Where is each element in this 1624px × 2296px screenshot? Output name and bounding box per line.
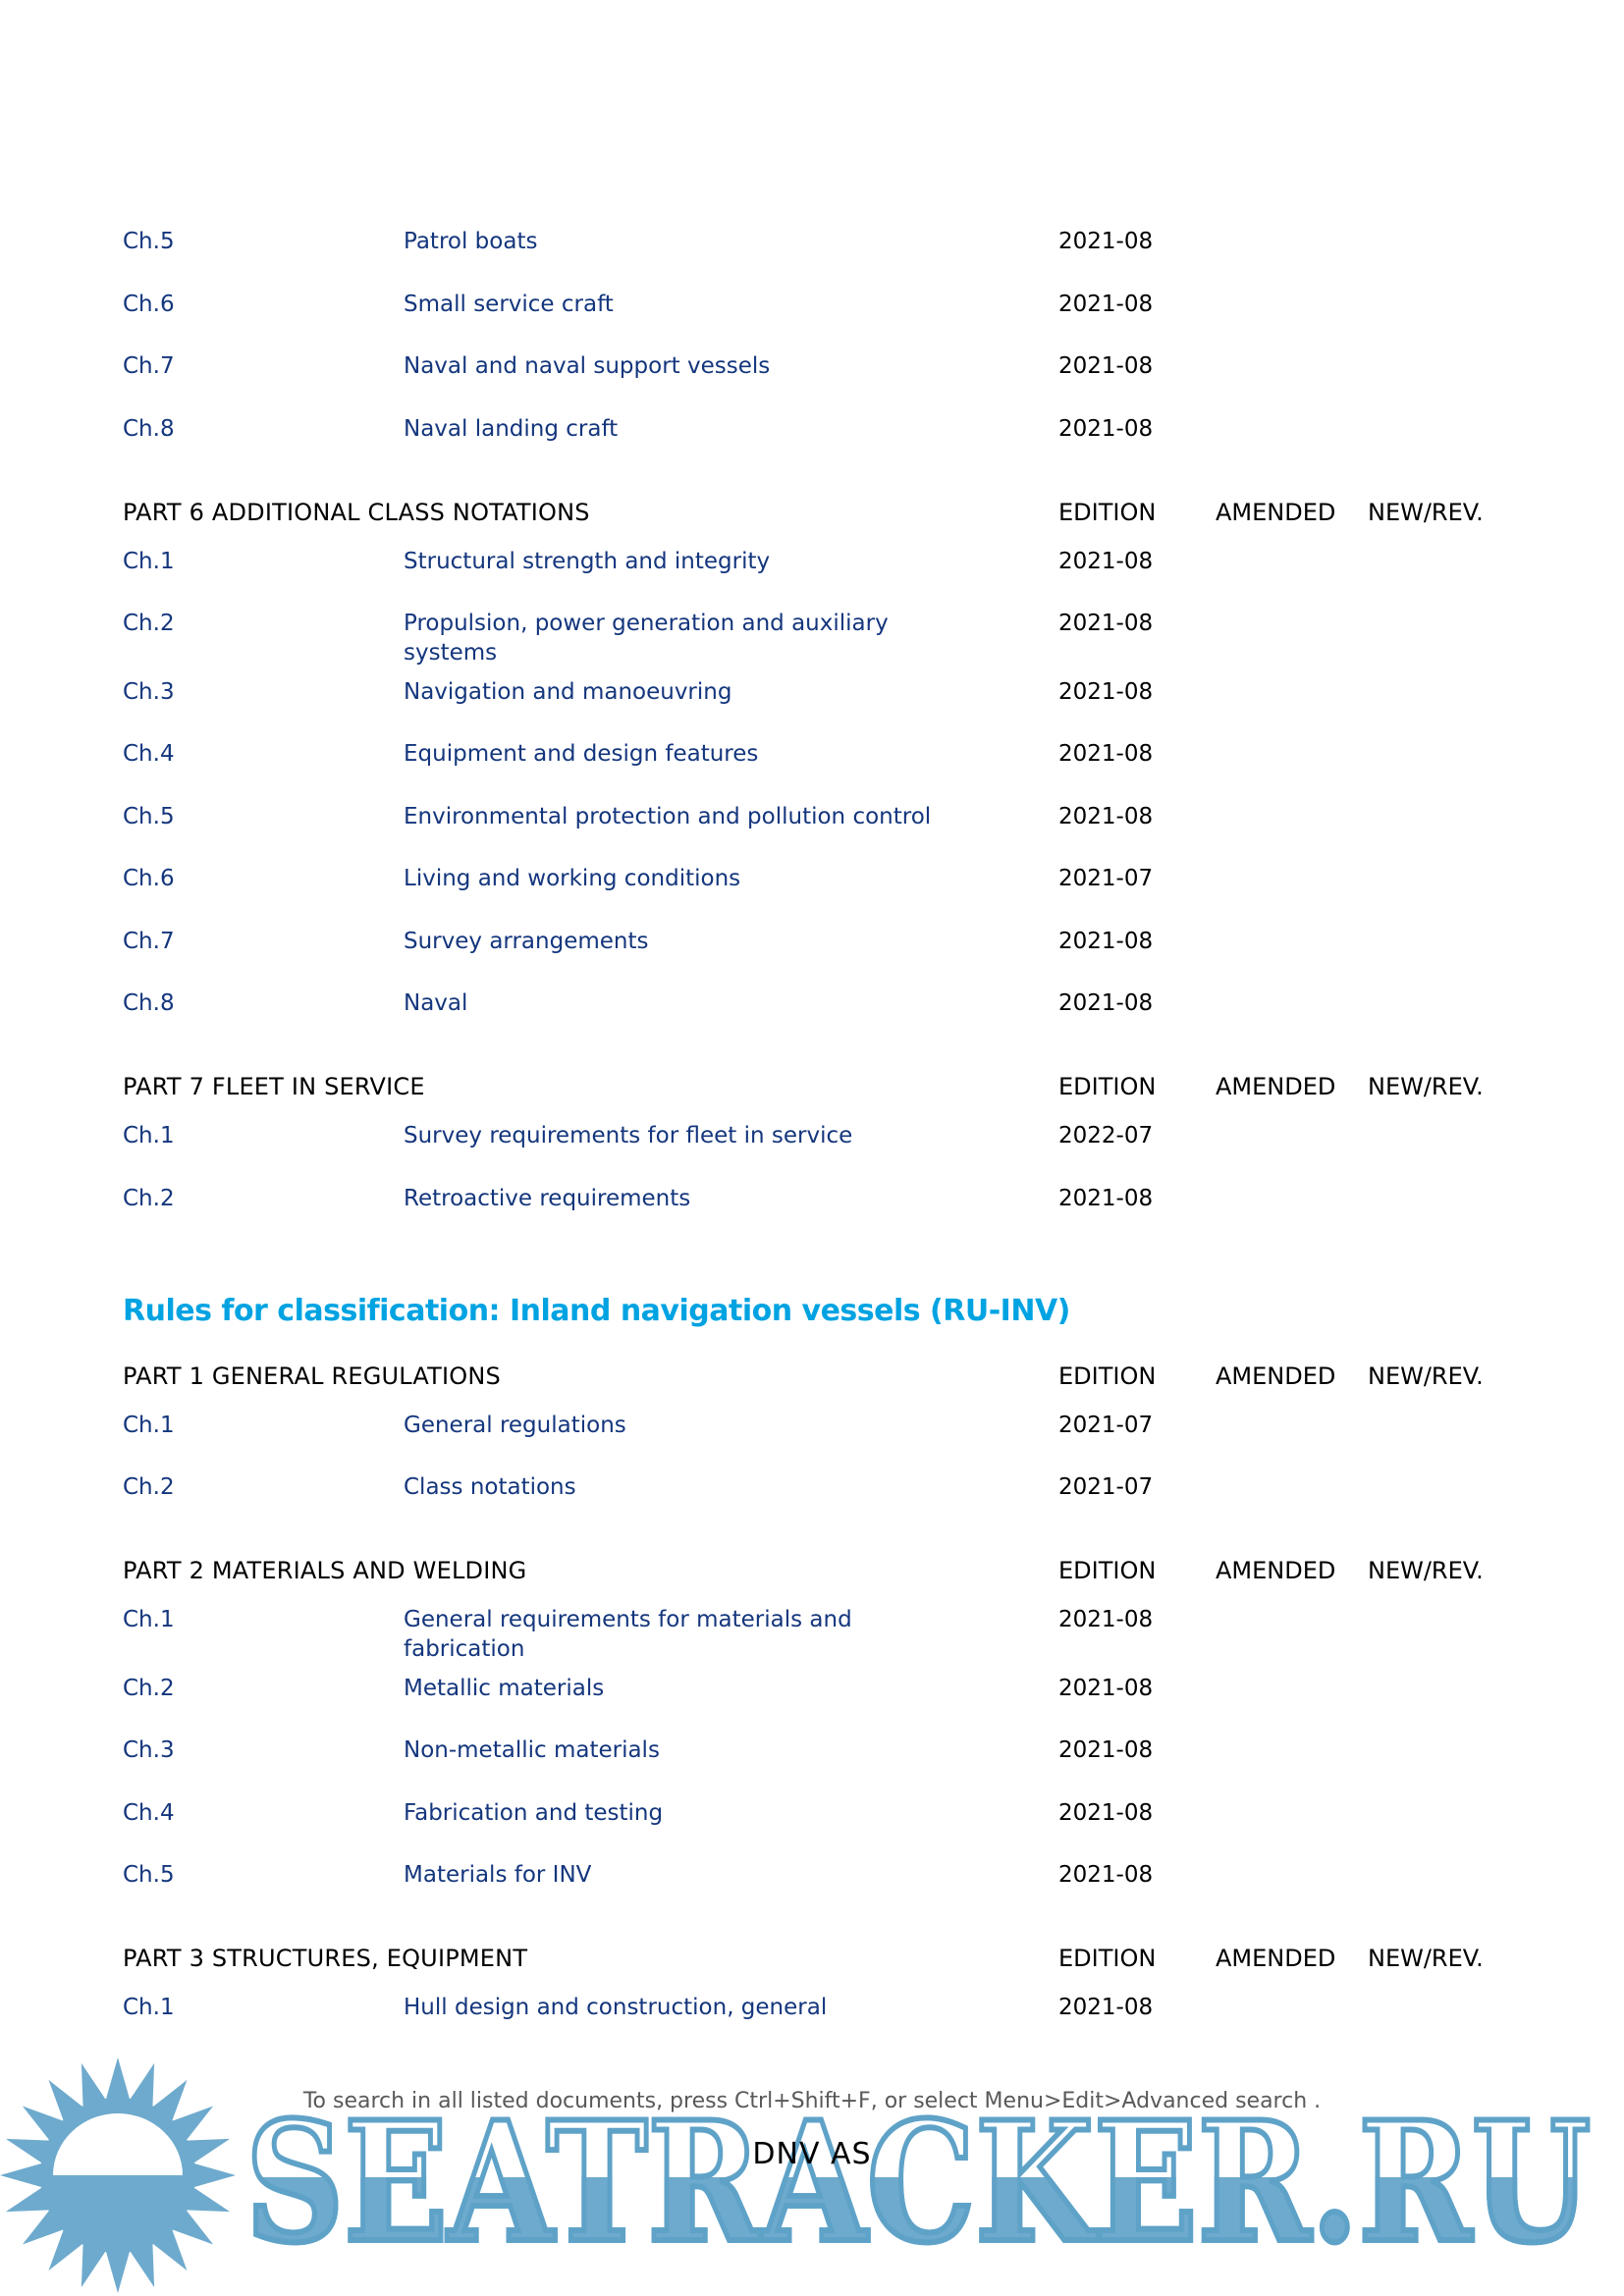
edition-value: 2021-07	[1058, 1474, 1154, 1500]
edition-value: 2021-08	[1058, 803, 1154, 829]
edition-value: 2021-08	[1058, 611, 1154, 636]
watermark-text-outline: SEATRACKER.RU	[245, 2091, 1591, 2279]
edition-value: 2021-08	[1058, 678, 1154, 705]
chapter-number-link[interactable]: Ch.1	[123, 1123, 175, 1148]
chapter-title-link[interactable]: Small service craft	[404, 291, 614, 317]
column-header-amended: AMENDED	[1216, 1945, 1336, 1972]
edition-value: 2021-08	[1058, 741, 1154, 767]
edition-value: 2021-08	[1058, 1607, 1154, 1632]
chapter-title-link[interactable]: Environmental protection and pollution c…	[404, 803, 932, 829]
edition-value: 2021-08	[1058, 1995, 1154, 2020]
chapter-title-link[interactable]: Survey arrangements	[404, 928, 649, 954]
column-header-amended: AMENDED	[1216, 1362, 1336, 1390]
edition-value: 2021-08	[1058, 1675, 1154, 1701]
chapter-title-link[interactable]: Naval	[404, 990, 468, 1016]
chapter-title-link[interactable]: Navigation and manoeuvring	[404, 678, 732, 705]
edition-value: 2021-08	[1058, 1737, 1154, 1763]
chapter-number-link[interactable]: Ch.1	[123, 548, 175, 574]
chapter-title-link[interactable]: Naval and naval support vessels	[404, 353, 771, 379]
chapter-number-link[interactable]: Ch.2	[123, 611, 175, 636]
edition-value: 2021-08	[1058, 353, 1154, 379]
column-header-edition: EDITION	[1058, 1073, 1157, 1100]
chapter-number-link[interactable]: Ch.2	[123, 1185, 175, 1211]
part-title: PART 1 GENERAL REGULATIONS	[123, 1362, 501, 1390]
chapter-number-link[interactable]: Ch.4	[123, 741, 175, 767]
column-header-newrev: NEW/REV.	[1368, 1073, 1484, 1100]
chapter-title-link[interactable]: Retroactive requirements	[404, 1185, 691, 1211]
column-header-edition: EDITION	[1058, 1557, 1157, 1584]
chapter-number-link[interactable]: Ch.4	[123, 1799, 175, 1826]
chapter-number-link[interactable]: Ch.5	[123, 803, 175, 829]
chapter-number-link[interactable]: Ch.7	[123, 928, 175, 954]
column-header-newrev: NEW/REV.	[1368, 1557, 1484, 1584]
edition-value: 2021-08	[1058, 990, 1154, 1016]
chapter-title-link[interactable]: Fabrication and testing	[404, 1799, 664, 1826]
watermark-text-fill: SEATRACKER.RU	[245, 2091, 1591, 2279]
column-header-amended: AMENDED	[1216, 498, 1336, 526]
chapter-title-link[interactable]: Structural strength and integrity	[404, 548, 771, 574]
chapter-title-link[interactable]: General regulations	[404, 1412, 626, 1438]
part-title: PART 7 FLEET IN SERVICE	[123, 1073, 425, 1100]
chapter-title-link[interactable]: Hull design and construction, general	[404, 1995, 828, 2020]
edition-value: 2021-08	[1058, 229, 1154, 254]
chapter-title-link[interactable]: Naval landing craft	[404, 415, 619, 442]
chapter-number-link[interactable]: Ch.3	[123, 678, 175, 705]
rules-classification-heading: Rules for classification: Inland navigat…	[123, 1293, 1070, 1328]
chapter-number-link[interactable]: Ch.2	[123, 1675, 175, 1701]
column-header-newrev: NEW/REV.	[1368, 1362, 1484, 1390]
chapter-number-link[interactable]: Ch.1	[123, 1412, 175, 1438]
column-header-edition: EDITION	[1058, 1945, 1157, 1972]
company-name: DNV AS	[752, 2137, 872, 2171]
chapter-title-link[interactable]: General requirements for materials and f…	[404, 1607, 852, 1662]
chapter-title-link[interactable]: Non-metallic materials	[404, 1737, 660, 1763]
edition-value: 2021-07	[1058, 866, 1154, 891]
edition-value: 2021-08	[1058, 1185, 1154, 1211]
edition-value: 2021-07	[1058, 1412, 1154, 1438]
chapter-title-link[interactable]: Class notations	[404, 1474, 576, 1500]
part-title: PART 3 STRUCTURES, EQUIPMENT	[123, 1945, 528, 1972]
chapter-number-link[interactable]: Ch.1	[123, 1995, 175, 2020]
column-header-edition: EDITION	[1058, 498, 1157, 526]
edition-value: 2021-08	[1058, 1862, 1154, 1888]
sun-logo	[0, 2057, 236, 2293]
column-header-amended: AMENDED	[1216, 1557, 1336, 1584]
edition-value: 2021-08	[1058, 928, 1154, 954]
chapter-number-link[interactable]: Ch.3	[123, 1737, 175, 1763]
chapter-number-link[interactable]: Ch.6	[123, 291, 175, 317]
chapter-number-link[interactable]: Ch.6	[123, 866, 175, 891]
chapter-title-link[interactable]: Metallic materials	[404, 1675, 605, 1701]
search-hint-text: To search in all listed documents, press…	[302, 2089, 1322, 2113]
part-title: PART 2 MATERIALS AND WELDING	[123, 1557, 527, 1584]
edition-value: 2021-08	[1058, 1799, 1154, 1826]
part-title: PART 6 ADDITIONAL CLASS NOTATIONS	[123, 498, 590, 526]
column-header-amended: AMENDED	[1216, 1073, 1336, 1100]
chapter-title-link[interactable]: Patrol boats	[404, 229, 538, 254]
column-header-newrev: NEW/REV.	[1368, 498, 1484, 526]
edition-value: 2022-07	[1058, 1123, 1154, 1148]
chapter-number-link[interactable]: Ch.7	[123, 353, 175, 379]
edition-value: 2021-08	[1058, 548, 1154, 574]
watermark: SEATRACKER.RU SEATRACKER.RU	[243, 2091, 1594, 2282]
chapter-number-link[interactable]: Ch.5	[123, 1862, 175, 1888]
column-header-newrev: NEW/REV.	[1368, 1945, 1484, 1972]
chapter-title-link[interactable]: Propulsion, power generation and auxilia…	[404, 611, 889, 666]
column-header-edition: EDITION	[1058, 1362, 1157, 1390]
chapter-number-link[interactable]: Ch.1	[123, 1607, 175, 1632]
chapter-title-link[interactable]: Equipment and design features	[404, 741, 759, 767]
chapter-title-link[interactable]: Survey requirements for fleet in service	[404, 1123, 853, 1148]
sun-dome	[53, 2113, 183, 2175]
chapter-title-link[interactable]: Living and working conditions	[404, 866, 741, 891]
chapter-number-link[interactable]: Ch.2	[123, 1474, 175, 1500]
chapter-number-link[interactable]: Ch.8	[123, 415, 175, 442]
edition-value: 2021-08	[1058, 415, 1154, 442]
chapter-number-link[interactable]: Ch.5	[123, 229, 175, 254]
chapter-title-link[interactable]: Materials for INV	[404, 1862, 592, 1888]
edition-value: 2021-08	[1058, 291, 1154, 317]
chapter-number-link[interactable]: Ch.8	[123, 990, 175, 1016]
